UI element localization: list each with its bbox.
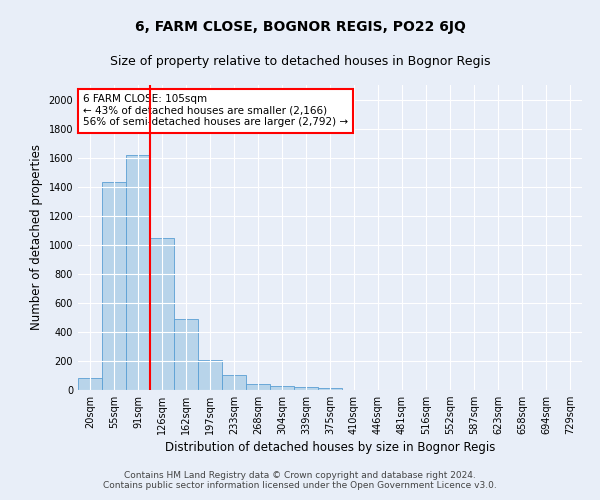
Text: 6 FARM CLOSE: 105sqm
← 43% of detached houses are smaller (2,166)
56% of semi-de: 6 FARM CLOSE: 105sqm ← 43% of detached h… [83, 94, 348, 128]
Text: Contains HM Land Registry data © Crown copyright and database right 2024.
Contai: Contains HM Land Registry data © Crown c… [103, 470, 497, 490]
Bar [246, 384, 270, 390]
Bar [222, 376, 246, 390]
X-axis label: Distribution of detached houses by size in Bognor Regis: Distribution of detached houses by size … [165, 442, 495, 454]
Bar [198, 360, 222, 390]
Bar [270, 386, 294, 390]
Bar [294, 387, 318, 390]
Bar [150, 238, 174, 390]
Y-axis label: Number of detached properties: Number of detached properties [30, 144, 43, 330]
Bar [174, 319, 198, 390]
Text: 6, FARM CLOSE, BOGNOR REGIS, PO22 6JQ: 6, FARM CLOSE, BOGNOR REGIS, PO22 6JQ [134, 20, 466, 34]
Text: Size of property relative to detached houses in Bognor Regis: Size of property relative to detached ho… [110, 55, 490, 68]
Bar [102, 182, 126, 390]
Bar [126, 154, 150, 390]
Bar [318, 388, 342, 390]
Bar [78, 378, 102, 390]
